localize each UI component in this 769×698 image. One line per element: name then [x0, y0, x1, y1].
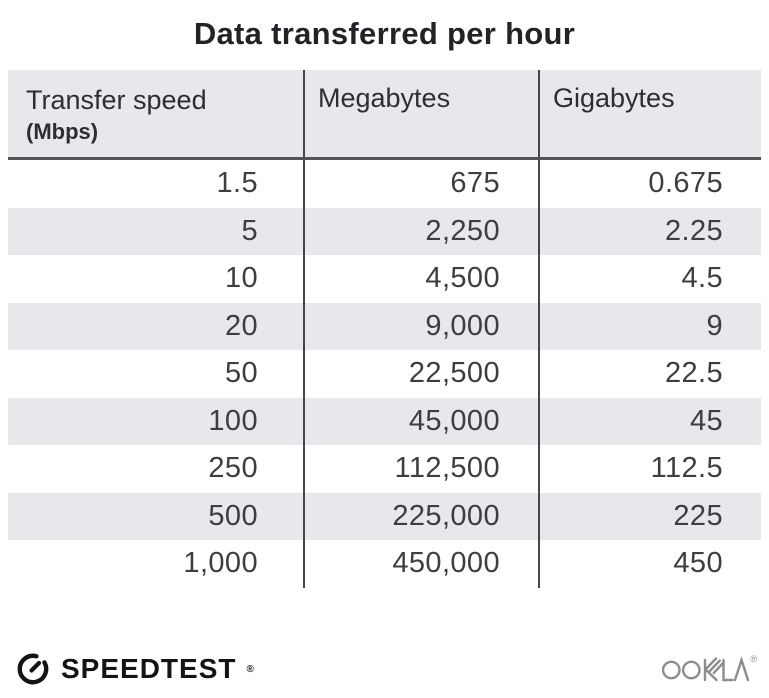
speedtest-wordmark: SPEEDTEST: [61, 653, 237, 684]
table-body: 1.5 675 0.675 5 2,250 2.25 10 4,500 4.5 …: [8, 160, 761, 588]
data-table: Transfer speed (Mbps) Megabytes Gigabyte…: [8, 70, 761, 588]
cell-speed: 10: [224, 262, 258, 295]
ookla-logo: OOKLA ®: [662, 654, 757, 684]
cell-speed: 1,000: [183, 547, 258, 580]
table-row: 1.5 675 0.675: [8, 160, 761, 208]
cell-gigabytes: 4.5: [538, 255, 761, 303]
cell-megabytes: 112,500: [303, 445, 538, 493]
table-row: 100 45,000 45: [8, 397, 761, 445]
footer: SPEEDTEST ® OOKLA ®: [14, 650, 757, 688]
column-header-transfer-speed-unit: (Mbps): [26, 119, 99, 144]
table-header-row: Transfer speed (Mbps) Megabytes Gigabyte…: [8, 70, 761, 160]
cell-megabytes: 225,000: [303, 492, 538, 540]
cell-megabytes: 45,000: [303, 397, 538, 445]
cell-gigabytes: 450: [538, 540, 761, 588]
cell-megabytes: 22,500: [303, 350, 538, 398]
cell-megabytes: 9,000: [303, 302, 538, 350]
column-header-megabytes: Megabytes: [303, 70, 538, 157]
cell-speed: 20: [224, 309, 258, 342]
cell-speed: 500: [208, 499, 258, 532]
cell-gigabytes: 9: [538, 302, 761, 350]
table-row: 50 22,500 22.5: [8, 350, 761, 398]
table-row: 1,000 450,000 450: [8, 540, 761, 588]
cell-gigabytes: 22.5: [538, 350, 761, 398]
cell-gigabytes: 0.675: [538, 160, 761, 208]
cell-speed: 100: [208, 404, 258, 437]
page-title: Data transferred per hour: [193, 16, 576, 51]
speedtest-logo: SPEEDTEST ®: [14, 650, 254, 688]
column-header-transfer-speed-label: Transfer speed: [26, 85, 207, 115]
cell-speed: 5: [241, 214, 258, 247]
ookla-trademark: ®: [750, 654, 757, 664]
ookla-wordmark-icon: [662, 656, 750, 682]
table-row: 500 225,000 225: [8, 492, 761, 540]
column-header-gigabytes: Gigabytes: [538, 70, 761, 157]
column-header-transfer-speed: Transfer speed (Mbps): [8, 70, 303, 157]
table-row: 20 9,000 9: [8, 302, 761, 350]
cell-megabytes: 2,250: [303, 207, 538, 255]
cell-speed: 250: [208, 452, 258, 485]
cell-speed: 1.5: [216, 167, 258, 200]
cell-gigabytes: 112.5: [538, 445, 761, 493]
cell-megabytes: 4,500: [303, 255, 538, 303]
table-row: 250 112,500 112.5: [8, 445, 761, 493]
cell-megabytes: 675: [303, 160, 538, 208]
cell-megabytes: 450,000: [303, 540, 538, 588]
speedtest-trademark: ®: [246, 663, 254, 675]
table-row: 10 4,500 4.5: [8, 255, 761, 303]
table-row: 5 2,250 2.25: [8, 207, 761, 255]
speedometer-gauge-icon: [17, 653, 49, 685]
cell-gigabytes: 225: [538, 492, 761, 540]
cell-speed: 50: [224, 357, 258, 390]
cell-gigabytes: 2.25: [538, 207, 761, 255]
cell-gigabytes: 45: [538, 397, 761, 445]
